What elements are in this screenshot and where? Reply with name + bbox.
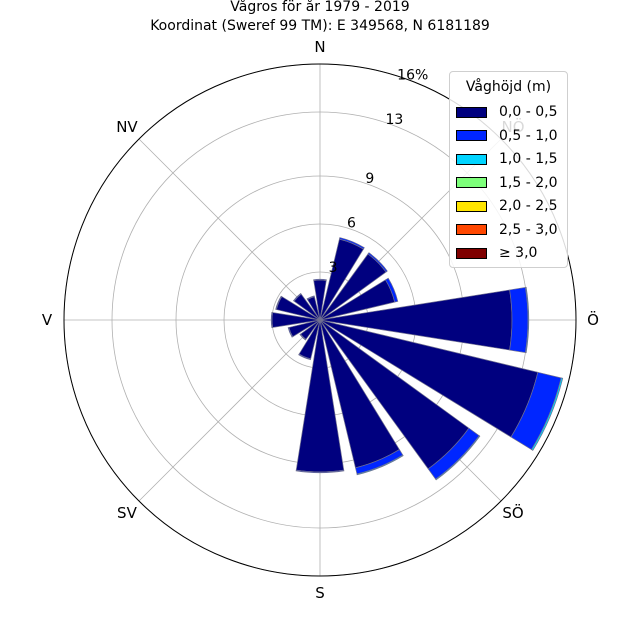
grid-spoke-5 <box>138 319 321 502</box>
rose-bar-NÖ-1 <box>367 252 388 273</box>
rose-bar-SSV-1 <box>298 353 312 361</box>
legend-title: Våghöjd (m) <box>465 79 552 95</box>
rose-bar-Ö-2 <box>525 286 530 354</box>
legend-swatch <box>456 200 487 212</box>
legend-item: 0,0 - 0,5 <box>456 103 557 121</box>
rose-bar-NV-1 <box>292 292 302 302</box>
compass-label-SV: SV <box>117 504 138 522</box>
compass-label-SÖ: SÖ <box>502 503 523 522</box>
rose-bar-VSV-1 <box>287 327 294 338</box>
legend-item: 2,5 - 3,0 <box>456 221 557 239</box>
legend-label: 1,5 - 2,0 <box>499 174 558 191</box>
chart-title: Vågros för år 1979 - 2019 Koordinat (Swe… <box>0 0 640 36</box>
rose-bar-N-1 <box>313 278 327 281</box>
legend-item: ≥ 3,0 <box>456 244 537 262</box>
compass-label-NV: NV <box>116 118 138 136</box>
legend-swatch <box>456 153 487 165</box>
rose-bar-NNV-1 <box>306 295 315 301</box>
legend-item: 1,5 - 2,0 <box>456 174 557 192</box>
radial-tick-label: 6 <box>347 215 356 231</box>
legend-label: 2,0 - 2,5 <box>499 198 558 214</box>
radial-tick-label: 16% <box>397 68 428 84</box>
legend-item: 0,5 - 1,0 <box>456 127 557 145</box>
compass-label-N: N <box>314 38 325 56</box>
chart-title-line1: Vågros för år 1979 - 2019 <box>230 0 410 15</box>
legend-label: 2,5 - 3,0 <box>499 221 558 238</box>
legend-swatch <box>456 130 487 141</box>
compass-label-V: V <box>42 311 53 329</box>
rose-bar-ÖSÖ-2 <box>530 377 564 451</box>
legend-swatch <box>456 106 487 118</box>
rose-bar-S-1 <box>295 469 345 474</box>
radial-tick-label: 3 <box>329 260 338 276</box>
rose-bar-NNÖ-1 <box>339 237 365 250</box>
rose-bar-ÖNÖ-1 <box>385 277 399 303</box>
legend-label: 0,0 - 0,5 <box>499 104 558 120</box>
legend-item: 1,0 - 1,5 <box>456 150 557 168</box>
rose-bar-V-1 <box>270 311 273 329</box>
rose-bar-SSÖ-2 <box>356 454 404 476</box>
radial-tick-label: 13 <box>385 112 403 128</box>
rose-bar-SV-1 <box>299 333 307 341</box>
legend-swatch <box>456 247 487 259</box>
radial-tick-label: 9 <box>365 171 374 187</box>
polar-frame <box>63 63 577 577</box>
compass-label-Ö: Ö <box>587 310 599 329</box>
legend-swatch <box>456 177 487 188</box>
compass-label-S: S <box>315 584 325 602</box>
legend-swatch <box>456 224 487 235</box>
legend-item: 2,0 - 2,5 <box>456 197 557 215</box>
chart-subtitle: Koordinat (Sweref 99 TM): E 349568, N 61… <box>150 18 490 34</box>
legend-label: 0,5 - 1,0 <box>499 127 558 144</box>
legend-label: 1,0 - 1,5 <box>499 151 558 167</box>
rose-bar-SÖ-2 <box>435 435 481 481</box>
rose-bar-VNV-1 <box>275 295 283 310</box>
legend: Våghöjd (m) 0,0 - 0,5 0,5 - 1,0 1,0 - 1,5 1… <box>449 71 568 268</box>
legend-label: ≥ 3,0 <box>499 245 538 261</box>
rose-bar-Ö-1 <box>509 287 529 353</box>
grid-spoke-7 <box>138 138 321 321</box>
